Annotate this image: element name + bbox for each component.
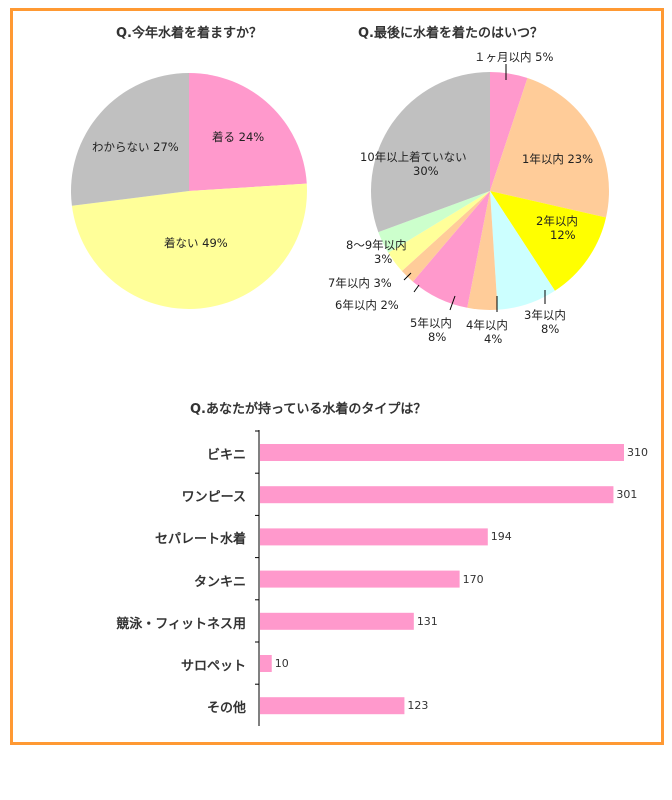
bar-value-label: 131 — [416, 614, 438, 628]
pie2-slice — [490, 191, 555, 310]
pie1-label: 着ない 49% — [164, 236, 228, 250]
bar-value-label: 310 — [627, 446, 648, 459]
bar — [260, 528, 488, 546]
pie2-slice — [490, 72, 528, 191]
pie2-label: １ヶ月以内 5% — [474, 50, 554, 64]
pie2-label: 4% — [484, 332, 503, 346]
pie1-label: 着る 24% — [212, 130, 265, 144]
pie2-label: 5年以内 — [410, 316, 452, 330]
pie2-label: 12% — [550, 228, 576, 242]
bar — [260, 612, 414, 630]
pie2-label: 8% — [541, 322, 560, 336]
bar-value-label: 170 — [462, 572, 484, 586]
pie2-slice — [388, 191, 490, 272]
pie2-title: Q.最後に水着を着たのはいつ？ — [358, 26, 543, 41]
pie2-label: 3% — [374, 252, 393, 266]
pie2-slice — [490, 191, 607, 291]
bar — [260, 655, 272, 672]
leader-line — [413, 284, 420, 293]
chart-frame — [10, 8, 664, 745]
bar-value-label: 10 — [274, 657, 289, 670]
bar — [260, 697, 405, 715]
pie2-label: 8～9年以内 — [346, 238, 407, 252]
pie2-slice — [378, 191, 490, 253]
pie2-label: 6年以内 2% — [335, 298, 399, 312]
pie2-label: 4年以内 — [466, 318, 508, 332]
pie2-label: 30% — [413, 164, 439, 178]
bar-category-label: サロペット — [180, 659, 246, 674]
bar-category-label: その他 — [206, 701, 246, 717]
pie2-slice — [467, 191, 498, 310]
bar-category-label: ワンピース — [181, 490, 246, 506]
leader-line — [449, 295, 456, 311]
pie2-label: 3年以内 — [524, 308, 566, 322]
bar-category-label: 競泳・フィットネス用 — [116, 616, 246, 632]
bar-category-label: セパレート水着 — [154, 532, 246, 548]
pie2-label: 1年以内 23% — [522, 152, 594, 166]
leader-line — [403, 272, 412, 281]
bar-title: Q.あなたが持っている水着のタイプは？ — [190, 402, 427, 417]
pie2-label: 8% — [428, 330, 447, 344]
bar-value-label: 194 — [490, 530, 512, 544]
pie2-slice — [490, 78, 610, 218]
pie2-slice — [401, 191, 490, 282]
pie2-slice — [412, 191, 490, 308]
pie1-label: わからない 27% — [92, 140, 179, 154]
bar-category-label: ビキニ — [206, 448, 246, 463]
bar-value-label: 123 — [407, 699, 429, 713]
bar — [260, 570, 460, 588]
pie1-slice — [189, 73, 307, 191]
pie2-label: 10年以上着ていない — [360, 150, 467, 164]
pie2-slice — [371, 72, 490, 233]
pie2-label: 7年以内 3% — [328, 276, 392, 290]
pie2-label: 2年以内 — [536, 214, 578, 228]
pie1-title: Q.今年水着を着ますか？ — [116, 26, 262, 41]
bar — [260, 486, 614, 504]
pie1-slice — [71, 73, 189, 206]
pie1-slice — [71, 183, 307, 309]
bar-category-label: タンキニ — [193, 574, 246, 590]
bar-value-label: 301 — [616, 488, 638, 502]
bar — [260, 444, 624, 461]
